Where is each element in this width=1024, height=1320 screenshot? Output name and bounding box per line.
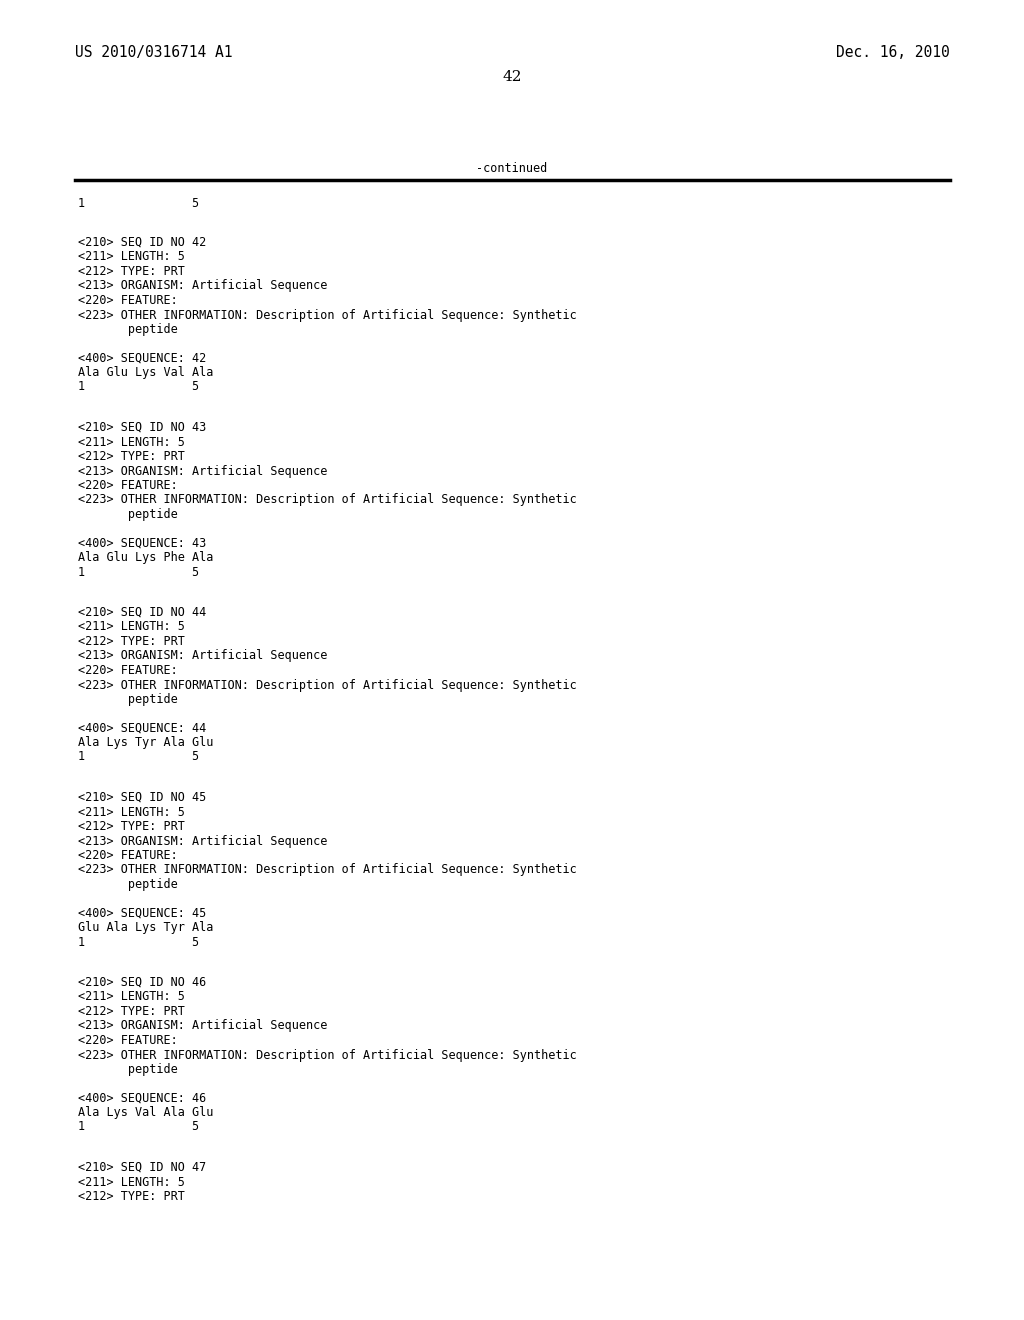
Text: <211> LENGTH: 5: <211> LENGTH: 5	[78, 251, 185, 264]
Text: Ala Lys Val Ala Glu: Ala Lys Val Ala Glu	[78, 1106, 213, 1119]
Text: <213> ORGANISM: Artificial Sequence: <213> ORGANISM: Artificial Sequence	[78, 834, 328, 847]
Text: Ala Glu Lys Phe Ala: Ala Glu Lys Phe Ala	[78, 550, 213, 564]
Text: <400> SEQUENCE: 43: <400> SEQUENCE: 43	[78, 536, 206, 549]
Text: <223> OTHER INFORMATION: Description of Artificial Sequence: Synthetic: <223> OTHER INFORMATION: Description of …	[78, 678, 577, 692]
Text: <220> FEATURE:: <220> FEATURE:	[78, 479, 178, 492]
Text: <220> FEATURE:: <220> FEATURE:	[78, 849, 178, 862]
Text: <223> OTHER INFORMATION: Description of Artificial Sequence: Synthetic: <223> OTHER INFORMATION: Description of …	[78, 863, 577, 876]
Text: peptide: peptide	[78, 1063, 178, 1076]
Text: Dec. 16, 2010: Dec. 16, 2010	[837, 45, 950, 59]
Text: <400> SEQUENCE: 44: <400> SEQUENCE: 44	[78, 722, 206, 734]
Text: <212> TYPE: PRT: <212> TYPE: PRT	[78, 1005, 185, 1018]
Text: <212> TYPE: PRT: <212> TYPE: PRT	[78, 1191, 185, 1203]
Text: <210> SEQ ID NO 43: <210> SEQ ID NO 43	[78, 421, 206, 434]
Text: <213> ORGANISM: Artificial Sequence: <213> ORGANISM: Artificial Sequence	[78, 280, 328, 293]
Text: <223> OTHER INFORMATION: Description of Artificial Sequence: Synthetic: <223> OTHER INFORMATION: Description of …	[78, 1048, 577, 1061]
Text: peptide: peptide	[78, 878, 178, 891]
Text: <210> SEQ ID NO 47: <210> SEQ ID NO 47	[78, 1162, 206, 1173]
Text: 1               5: 1 5	[78, 936, 199, 949]
Text: <210> SEQ ID NO 46: <210> SEQ ID NO 46	[78, 975, 206, 989]
Text: 1               5: 1 5	[78, 197, 199, 210]
Text: <400> SEQUENCE: 42: <400> SEQUENCE: 42	[78, 351, 206, 364]
Text: 1               5: 1 5	[78, 1121, 199, 1134]
Text: <211> LENGTH: 5: <211> LENGTH: 5	[78, 805, 185, 818]
Text: <220> FEATURE:: <220> FEATURE:	[78, 664, 178, 677]
Text: <220> FEATURE:: <220> FEATURE:	[78, 294, 178, 308]
Text: <212> TYPE: PRT: <212> TYPE: PRT	[78, 450, 185, 463]
Text: <223> OTHER INFORMATION: Description of Artificial Sequence: Synthetic: <223> OTHER INFORMATION: Description of …	[78, 494, 577, 507]
Text: <211> LENGTH: 5: <211> LENGTH: 5	[78, 436, 185, 449]
Text: peptide: peptide	[78, 323, 178, 337]
Text: 1               5: 1 5	[78, 565, 199, 578]
Text: <213> ORGANISM: Artificial Sequence: <213> ORGANISM: Artificial Sequence	[78, 649, 328, 663]
Text: <400> SEQUENCE: 46: <400> SEQUENCE: 46	[78, 1092, 206, 1105]
Text: 1               5: 1 5	[78, 751, 199, 763]
Text: <223> OTHER INFORMATION: Description of Artificial Sequence: Synthetic: <223> OTHER INFORMATION: Description of …	[78, 309, 577, 322]
Text: peptide: peptide	[78, 508, 178, 521]
Text: <212> TYPE: PRT: <212> TYPE: PRT	[78, 635, 185, 648]
Text: <211> LENGTH: 5: <211> LENGTH: 5	[78, 1176, 185, 1188]
Text: 1               5: 1 5	[78, 380, 199, 393]
Text: peptide: peptide	[78, 693, 178, 706]
Text: <212> TYPE: PRT: <212> TYPE: PRT	[78, 820, 185, 833]
Text: Ala Lys Tyr Ala Glu: Ala Lys Tyr Ala Glu	[78, 737, 213, 748]
Text: Ala Glu Lys Val Ala: Ala Glu Lys Val Ala	[78, 366, 213, 379]
Text: <212> TYPE: PRT: <212> TYPE: PRT	[78, 265, 185, 279]
Text: <213> ORGANISM: Artificial Sequence: <213> ORGANISM: Artificial Sequence	[78, 465, 328, 478]
Text: <210> SEQ ID NO 42: <210> SEQ ID NO 42	[78, 236, 206, 249]
Text: -continued: -continued	[476, 162, 548, 176]
Text: <213> ORGANISM: Artificial Sequence: <213> ORGANISM: Artificial Sequence	[78, 1019, 328, 1032]
Text: <211> LENGTH: 5: <211> LENGTH: 5	[78, 990, 185, 1003]
Text: <211> LENGTH: 5: <211> LENGTH: 5	[78, 620, 185, 634]
Text: <220> FEATURE:: <220> FEATURE:	[78, 1034, 178, 1047]
Text: <400> SEQUENCE: 45: <400> SEQUENCE: 45	[78, 907, 206, 920]
Text: US 2010/0316714 A1: US 2010/0316714 A1	[75, 45, 232, 59]
Text: 42: 42	[502, 70, 522, 84]
Text: Glu Ala Lys Tyr Ala: Glu Ala Lys Tyr Ala	[78, 921, 213, 935]
Text: <210> SEQ ID NO 44: <210> SEQ ID NO 44	[78, 606, 206, 619]
Text: <210> SEQ ID NO 45: <210> SEQ ID NO 45	[78, 791, 206, 804]
